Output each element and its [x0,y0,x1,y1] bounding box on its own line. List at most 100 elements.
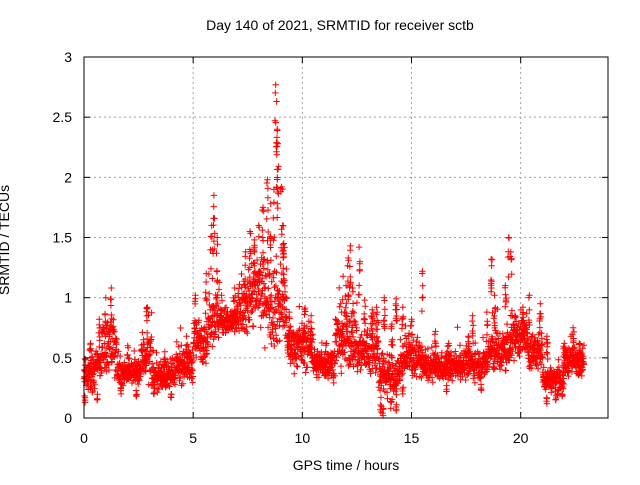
data-point [307,312,315,319]
data-point [405,333,412,340]
data-point [525,316,533,324]
data-point [241,312,248,319]
data-point [361,296,368,304]
data-point [281,277,288,284]
data-point [113,335,120,343]
y-tick-labels: 0 0.5 1 1.5 2 2.5 3 [53,49,73,426]
chart-title: Day 140 of 2021, SRMTID for receiver sct… [206,17,474,33]
data-point [214,277,221,284]
data-point [270,237,277,244]
data-point [274,166,282,173]
data-point [274,174,281,181]
data-point [449,377,456,384]
data-point [270,199,278,206]
data-point [155,385,162,393]
data-point [280,275,287,283]
data-point [579,345,586,352]
data-point [379,350,386,357]
data-point [277,260,284,268]
data-point [378,379,385,387]
data-point [469,330,476,337]
data-point [502,291,509,298]
data-point [264,194,272,201]
data-point [280,250,287,257]
data-point [560,375,567,382]
data-point [302,330,309,337]
data-point [183,342,190,349]
data-point [262,272,269,279]
data-point [502,282,509,289]
data-point [362,303,369,310]
data-point [454,324,461,331]
data-point [272,282,280,290]
data-point [452,348,459,355]
data-point [296,325,303,333]
y-tick-label: 2 [64,169,72,185]
data-point [368,325,375,332]
data-point [235,285,243,292]
data-point [508,307,516,314]
data-point [272,119,279,126]
data-point [354,368,361,375]
data-point [526,306,533,314]
data-point [250,323,257,330]
data-point [512,312,519,319]
data-point [213,268,220,275]
data-point [183,333,190,340]
data-point [273,98,280,105]
data-point [253,256,261,264]
data-point [140,336,147,343]
data-point [503,320,511,328]
data-point [243,323,250,331]
data-point [560,385,567,392]
x-tick-labels: 0 5 10 15 20 [80,430,529,446]
data-point [264,266,271,273]
data-point [357,366,364,374]
x-tick-label: 0 [80,430,88,446]
data-point [153,349,160,356]
data-point [538,360,545,368]
data-point [264,206,272,214]
data-point [536,324,544,331]
data-point [355,243,363,251]
data-point [327,349,335,356]
data-point [281,244,288,251]
x-tick-label: 5 [189,430,197,446]
data-point [168,360,176,367]
data-point [298,356,305,363]
data-point [432,328,439,335]
data-point [331,372,339,380]
data-point [202,310,209,317]
data-point [274,140,282,147]
data-point [105,361,112,369]
data-point [189,379,196,386]
data-point [108,284,115,292]
data-point [274,126,281,133]
data-point [250,247,258,255]
data-point [533,362,540,369]
data-point [212,328,219,335]
data-point [218,319,225,326]
data-point [560,352,567,360]
data-point [346,263,353,270]
data-point [419,282,426,289]
x-tick-label: 20 [513,430,529,446]
data-point [469,340,477,347]
data-point [342,282,350,289]
data-point [255,285,262,293]
data-point [343,323,350,330]
data-point [339,325,346,333]
data-point [259,260,266,268]
data-point [278,183,285,191]
data-point [575,371,583,379]
data-point [126,355,133,362]
data-point [443,382,450,389]
y-axis-label: SRMTID / TECUs [0,184,12,296]
data-point [490,338,497,346]
data-point [202,278,210,286]
data-point [214,299,221,307]
data-point [287,323,294,330]
data-point [374,317,381,324]
data-point [338,370,345,377]
data-point [369,327,376,335]
